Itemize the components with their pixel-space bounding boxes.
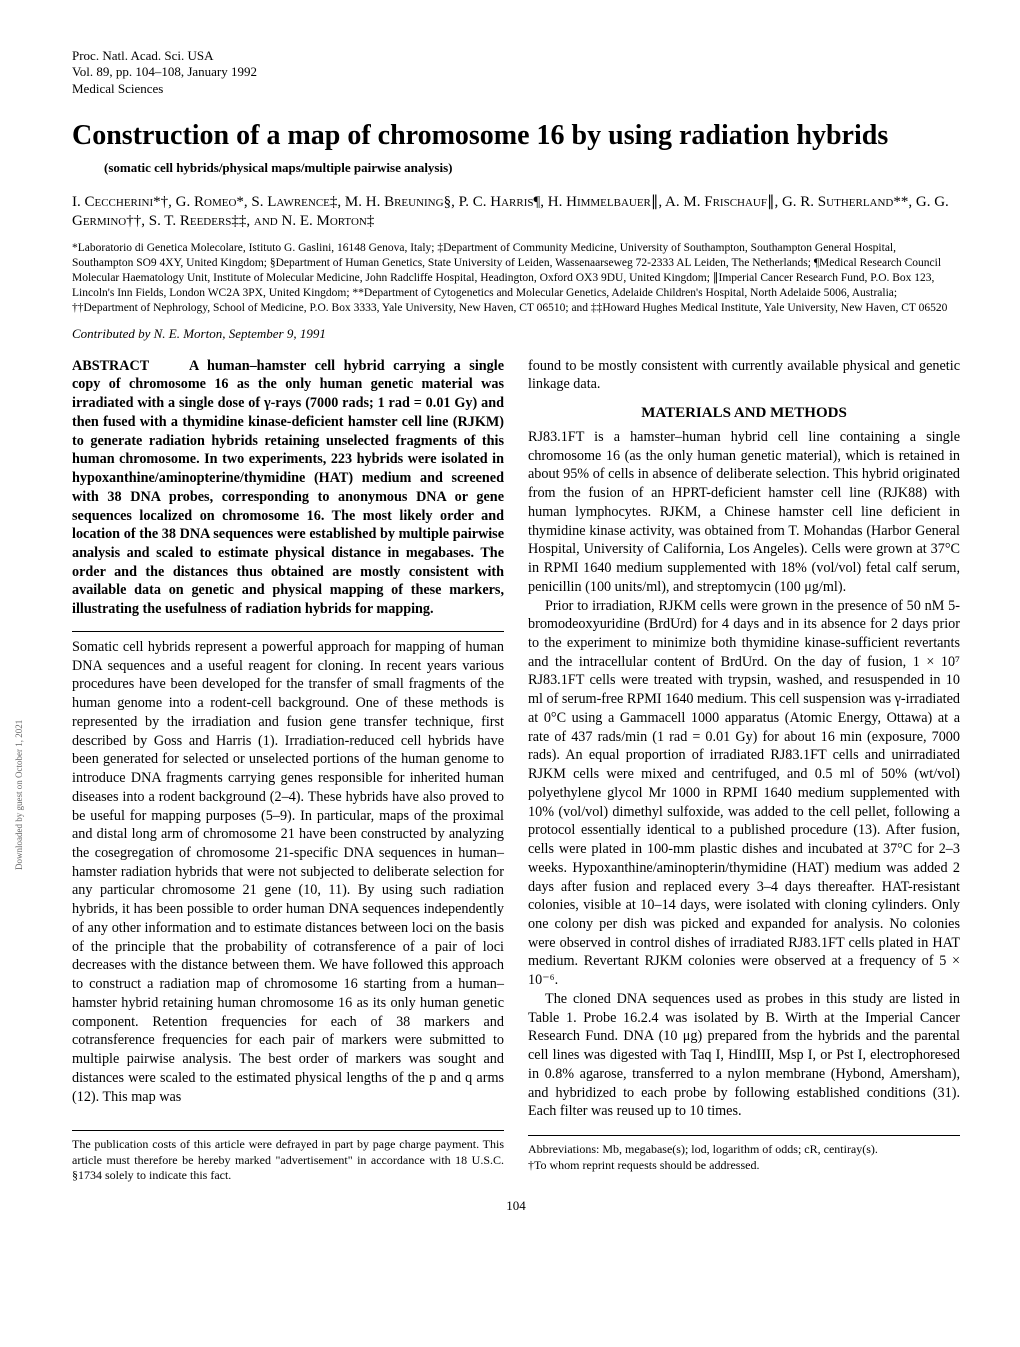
abstract-label: ABSTRACT xyxy=(72,358,149,374)
main-columns: ABSTRACTA human–hamster cell hybrid carr… xyxy=(72,357,960,1184)
right-column: found to be mostly consistent with curre… xyxy=(528,357,960,1184)
intro-paragraph: Somatic cell hybrids represent a powerfu… xyxy=(72,638,504,1106)
article-subtitle: (somatic cell hybrids/physical maps/mult… xyxy=(104,160,960,177)
intro-continuation: found to be mostly consistent with curre… xyxy=(528,357,960,394)
affiliations: *Laboratorio di Genetica Molecolare, Ist… xyxy=(72,241,960,316)
contributed-line: Contributed by N. E. Morton, September 9… xyxy=(72,326,960,343)
abstract-block: ABSTRACTA human–hamster cell hybrid carr… xyxy=(72,357,504,619)
journal-section: Medical Sciences xyxy=(72,81,960,97)
section-heading: MATERIALS AND METHODS xyxy=(528,404,960,424)
article-title: Construction of a map of chromosome 16 b… xyxy=(72,119,960,153)
authors-line: I. Ceccherini*†, G. Romeo*, S. Lawrence‡… xyxy=(72,193,960,231)
abbreviations-footnote: Abbreviations: Mb, megabase(s); lod, log… xyxy=(528,1142,960,1158)
methods-p3: The cloned DNA sequences used as probes … xyxy=(528,990,960,1121)
divider xyxy=(528,1135,960,1136)
methods-p1: RJ83.1FT is a hamster–human hybrid cell … xyxy=(528,428,960,597)
page-number: 104 xyxy=(72,1198,960,1215)
journal-name: Proc. Natl. Acad. Sci. USA xyxy=(72,48,960,64)
download-note: Downloaded by guest on October 1, 2021 xyxy=(14,720,26,870)
journal-volume: Vol. 89, pp. 104–108, January 1992 xyxy=(72,64,960,80)
divider xyxy=(72,1130,504,1131)
left-column: ABSTRACTA human–hamster cell hybrid carr… xyxy=(72,357,504,1184)
correspondence-footnote: †To whom reprint requests should be addr… xyxy=(528,1158,960,1174)
abstract-text: A human–hamster cell hybrid carrying a s… xyxy=(72,358,504,618)
journal-header: Proc. Natl. Acad. Sci. USA Vol. 89, pp. … xyxy=(72,48,960,97)
publication-footnote: The publication costs of this article we… xyxy=(72,1137,504,1184)
divider xyxy=(72,631,504,632)
methods-p2: Prior to irradiation, RJKM cells were gr… xyxy=(528,597,960,990)
